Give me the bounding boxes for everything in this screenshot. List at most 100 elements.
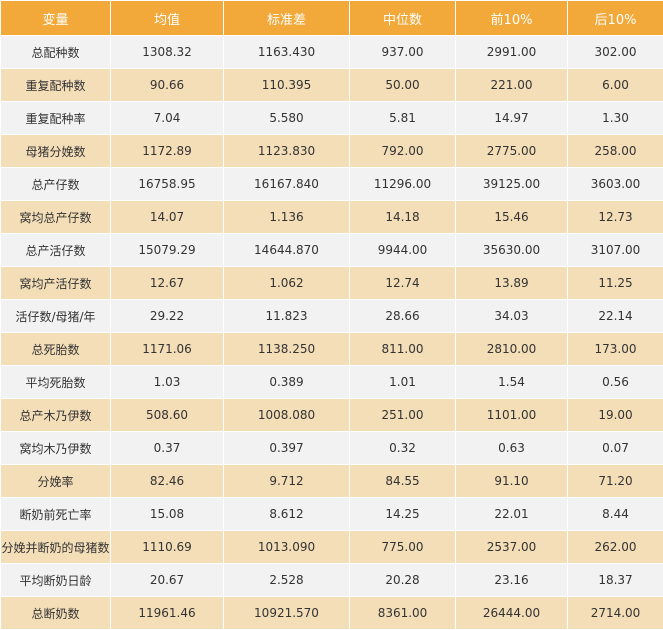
cell-std-dev: 1123.830 bbox=[224, 135, 350, 168]
cell-bottom-10: 6.00 bbox=[568, 69, 663, 102]
cell-std-dev: 14644.870 bbox=[224, 234, 350, 267]
cell-bottom-10: 0.07 bbox=[568, 432, 663, 465]
cell-mean: 1171.06 bbox=[111, 333, 224, 366]
cell-std-dev: 1.136 bbox=[224, 201, 350, 234]
cell-top-10: 2810.00 bbox=[456, 333, 568, 366]
cell-median: 0.32 bbox=[350, 432, 456, 465]
cell-mean: 1308.32 bbox=[111, 36, 224, 69]
cell-top-10: 221.00 bbox=[456, 69, 568, 102]
cell-variable: 总产木乃伊数 bbox=[1, 399, 111, 432]
cell-bottom-10: 22.14 bbox=[568, 300, 663, 333]
cell-median: 937.00 bbox=[350, 36, 456, 69]
cell-variable: 断奶前死亡率 bbox=[1, 498, 111, 531]
cell-median: 5.81 bbox=[350, 102, 456, 135]
cell-std-dev: 11.823 bbox=[224, 300, 350, 333]
cell-variable: 重复配种数 bbox=[1, 69, 111, 102]
cell-mean: 15079.29 bbox=[111, 234, 224, 267]
cell-std-dev: 16167.840 bbox=[224, 168, 350, 201]
cell-bottom-10: 3107.00 bbox=[568, 234, 663, 267]
cell-median: 28.66 bbox=[350, 300, 456, 333]
cell-variable: 总配种数 bbox=[1, 36, 111, 69]
cell-bottom-10: 0.56 bbox=[568, 366, 663, 399]
cell-mean: 20.67 bbox=[111, 564, 224, 597]
header-mean: 均值 bbox=[111, 1, 224, 36]
cell-median: 12.74 bbox=[350, 267, 456, 300]
cell-top-10: 14.97 bbox=[456, 102, 568, 135]
cell-std-dev: 8.612 bbox=[224, 498, 350, 531]
cell-std-dev: 5.580 bbox=[224, 102, 350, 135]
cell-bottom-10: 8.44 bbox=[568, 498, 663, 531]
cell-top-10: 34.03 bbox=[456, 300, 568, 333]
cell-variable: 总产仔数 bbox=[1, 168, 111, 201]
cell-bottom-10: 12.73 bbox=[568, 201, 663, 234]
cell-top-10: 23.16 bbox=[456, 564, 568, 597]
cell-median: 251.00 bbox=[350, 399, 456, 432]
cell-median: 84.55 bbox=[350, 465, 456, 498]
cell-std-dev: 9.712 bbox=[224, 465, 350, 498]
cell-mean: 0.37 bbox=[111, 432, 224, 465]
cell-variable: 分娩率 bbox=[1, 465, 111, 498]
cell-top-10: 91.10 bbox=[456, 465, 568, 498]
cell-mean: 11961.46 bbox=[111, 597, 224, 630]
cell-variable: 总断奶数 bbox=[1, 597, 111, 630]
cell-variable: 平均死胎数 bbox=[1, 366, 111, 399]
cell-top-10: 35630.00 bbox=[456, 234, 568, 267]
cell-mean: 1110.69 bbox=[111, 531, 224, 564]
header-variable: 变量 bbox=[1, 1, 111, 36]
cell-std-dev: 1013.090 bbox=[224, 531, 350, 564]
cell-top-10: 0.63 bbox=[456, 432, 568, 465]
cell-mean: 1.03 bbox=[111, 366, 224, 399]
cell-median: 775.00 bbox=[350, 531, 456, 564]
cell-variable: 活仔数/母猪/年 bbox=[1, 300, 111, 333]
cell-variable: 分娩并断奶的母猪数 bbox=[1, 531, 111, 564]
cell-top-10: 26444.00 bbox=[456, 597, 568, 630]
cell-median: 9944.00 bbox=[350, 234, 456, 267]
cell-median: 14.18 bbox=[350, 201, 456, 234]
cell-mean: 29.22 bbox=[111, 300, 224, 333]
cell-top-10: 2991.00 bbox=[456, 36, 568, 69]
cell-bottom-10: 1.30 bbox=[568, 102, 663, 135]
cell-top-10: 22.01 bbox=[456, 498, 568, 531]
cell-bottom-10: 262.00 bbox=[568, 531, 663, 564]
cell-bottom-10: 19.00 bbox=[568, 399, 663, 432]
cell-bottom-10: 302.00 bbox=[568, 36, 663, 69]
cell-top-10: 15.46 bbox=[456, 201, 568, 234]
cell-median: 792.00 bbox=[350, 135, 456, 168]
cell-variable: 窝均木乃伊数 bbox=[1, 432, 111, 465]
cell-bottom-10: 18.37 bbox=[568, 564, 663, 597]
header-row: 变量 均值 标准差 中位数 前10% 后10% bbox=[1, 1, 663, 36]
cell-std-dev: 2.528 bbox=[224, 564, 350, 597]
cell-mean: 12.67 bbox=[111, 267, 224, 300]
cell-mean: 90.66 bbox=[111, 69, 224, 102]
cell-std-dev: 1008.080 bbox=[224, 399, 350, 432]
cell-median: 8361.00 bbox=[350, 597, 456, 630]
cell-std-dev: 1.062 bbox=[224, 267, 350, 300]
cell-median: 50.00 bbox=[350, 69, 456, 102]
cell-top-10: 13.89 bbox=[456, 267, 568, 300]
cell-mean: 7.04 bbox=[111, 102, 224, 135]
cell-variable: 母猪分娩数 bbox=[1, 135, 111, 168]
header-median: 中位数 bbox=[350, 1, 456, 36]
cell-bottom-10: 3603.00 bbox=[568, 168, 663, 201]
cell-top-10: 39125.00 bbox=[456, 168, 568, 201]
cell-median: 20.28 bbox=[350, 564, 456, 597]
